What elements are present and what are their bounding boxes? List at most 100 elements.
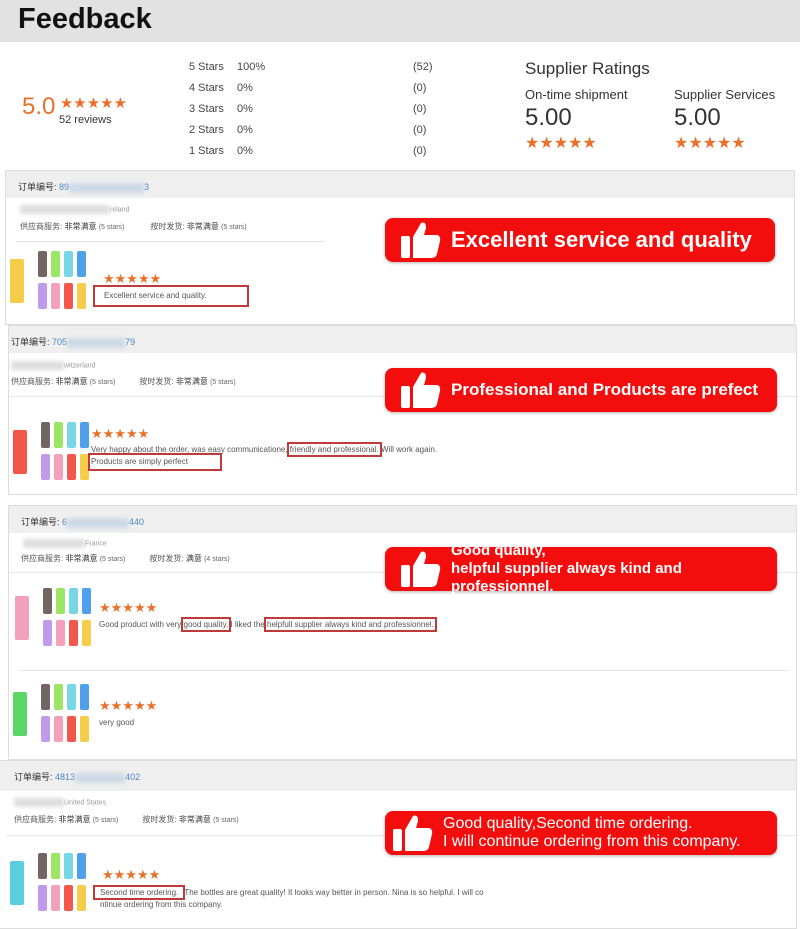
bottle-image (10, 259, 24, 303)
ontime-stars-icon: ★★★★★ (525, 135, 597, 152)
thumbs-up-icon (391, 813, 435, 853)
bottle-image (77, 251, 86, 277)
bottle-image (43, 588, 52, 614)
product-thumbnail[interactable] (10, 853, 90, 913)
review-comment: very good (99, 718, 135, 727)
bottle-image (77, 853, 86, 879)
bottle-image (82, 620, 91, 646)
product-thumbnail[interactable] (13, 422, 93, 482)
bottle-image (69, 588, 78, 614)
supplier-ratings-title: Supplier Ratings (525, 59, 650, 78)
buyer-country: witzerland (11, 361, 96, 370)
bottle-image (80, 422, 89, 448)
ratings-line: 供应商服务: 非常满意 (5 stars) 按时发货: 非常满意 (5 stars… (20, 222, 247, 231)
bottle-image (51, 885, 60, 911)
bottle-image (15, 596, 29, 640)
bottle-image (38, 283, 47, 309)
bottle-image (67, 422, 76, 448)
overall-stars-icon: ★★★★★ (59, 95, 128, 112)
highlight-callout: Excellent service and quality (385, 218, 775, 262)
buyer-country: reland (20, 205, 129, 214)
thumbs-up-icon (399, 220, 443, 260)
ratings-line: 供应商服务: 非常满意 (5 stars) 按时发货: 非常满意 (5 stars… (14, 815, 239, 824)
bottle-image (38, 853, 47, 879)
bottle-image (54, 684, 63, 710)
bottle-image (67, 684, 76, 710)
bottle-image (67, 716, 76, 742)
bottle-image (80, 454, 89, 480)
bottle-image (64, 251, 73, 277)
distribution-row: 4 Stars 0% (0) (189, 82, 427, 94)
bottle-image (64, 283, 73, 309)
review-count: 52 reviews (59, 114, 112, 126)
review-stars-icon: ★★★★★ (102, 867, 161, 882)
buyer-country: United States (14, 798, 106, 807)
bottle-image (38, 885, 47, 911)
bottle-image (54, 422, 63, 448)
bottle-image (67, 454, 76, 480)
bottle-image (77, 885, 86, 911)
product-thumbnail[interactable] (15, 588, 95, 648)
product-thumbnail[interactable] (10, 251, 90, 311)
page-title: Feedback (18, 3, 152, 35)
distribution-row: 3 Stars 0% (0) (189, 103, 427, 115)
bottle-image (41, 422, 50, 448)
bottle-image (41, 716, 50, 742)
bottle-image (41, 454, 50, 480)
bottle-image (51, 853, 60, 879)
bottle-image (69, 620, 78, 646)
page-header: Feedback (0, 0, 800, 42)
services-label: Supplier Services (674, 87, 776, 102)
review-comment: Very happy about the order, was easy com… (88, 442, 437, 471)
bottle-image (41, 684, 50, 710)
bottle-image (80, 716, 89, 742)
thumbs-up-icon (399, 370, 443, 410)
bottle-image (56, 588, 65, 614)
thumbs-up-icon (399, 549, 443, 589)
ontime-value: 5.00 (525, 104, 572, 131)
product-thumbnail[interactable] (13, 684, 93, 744)
order-header: 订单编号: 6 440 (9, 506, 796, 533)
bottle-image (82, 588, 91, 614)
review-stars-icon: ★★★★★ (103, 271, 162, 286)
highlight-callout: Professional and Products are prefect (385, 368, 777, 412)
bottle-image (80, 684, 89, 710)
bottle-image (10, 861, 24, 905)
bottle-image (56, 620, 65, 646)
highlight-callout: Good quality,Second time ordering. I will… (385, 811, 777, 855)
bottle-image (51, 251, 60, 277)
services-stars-icon: ★★★★★ (674, 135, 746, 152)
review-stars-icon: ★★★★★ (99, 698, 158, 713)
order-number[interactable]: 6 440 (62, 517, 145, 528)
order-number[interactable]: 4813 402 (55, 772, 141, 783)
overall-score: 5.0 (22, 93, 56, 120)
bottle-image (13, 430, 27, 474)
rating-distribution: 5 Stars 100% (52) 4 Stars 0% (0) 3 Stars 0% (0) 2… (189, 61, 449, 166)
review-stars-icon: ★★★★★ (91, 426, 150, 441)
order-number[interactable]: 705 79 (52, 337, 136, 348)
order-label: 订单编号: (18, 182, 57, 192)
review-stars-icon: ★★★★★ (99, 600, 158, 615)
bottle-image (64, 853, 73, 879)
ratings-line: 供应商服务: 非常满意 (5 stars) 按时发货: 满意 (4 stars) (21, 554, 230, 563)
overall-rating: 5.0 ★★★★★ (22, 93, 127, 121)
ratings-line: 供应商服务: 非常满意 (5 stars) 按时发货: 非常满意 (5 stars… (11, 377, 236, 386)
bottle-image (43, 620, 52, 646)
highlight-callout: Good quality, helpful supplier always kin… (385, 542, 777, 595)
review-comment: Excellent service and quality. (93, 285, 249, 307)
distribution-row: 1 Stars 0% (0) (189, 145, 427, 157)
review-comment: Good product with very good quality. I l… (99, 617, 437, 632)
order-header: 订单编号: 4813 402 (0, 761, 796, 791)
bottle-image (13, 692, 27, 736)
bottle-image (64, 885, 73, 911)
distribution-row: 2 Stars 0% (0) (189, 124, 427, 136)
bottle-image (38, 251, 47, 277)
bottle-image (54, 454, 63, 480)
buyer-country: France (23, 539, 107, 548)
order-header: 订单编号: 705 79 (9, 326, 796, 353)
distribution-row: 5 Stars 100% (52) (189, 61, 433, 73)
order-header: 订单编号: 89 3 (6, 171, 794, 198)
bottle-image (51, 283, 60, 309)
order-number[interactable]: 89 3 (59, 182, 150, 193)
services-value: 5.00 (674, 104, 721, 131)
